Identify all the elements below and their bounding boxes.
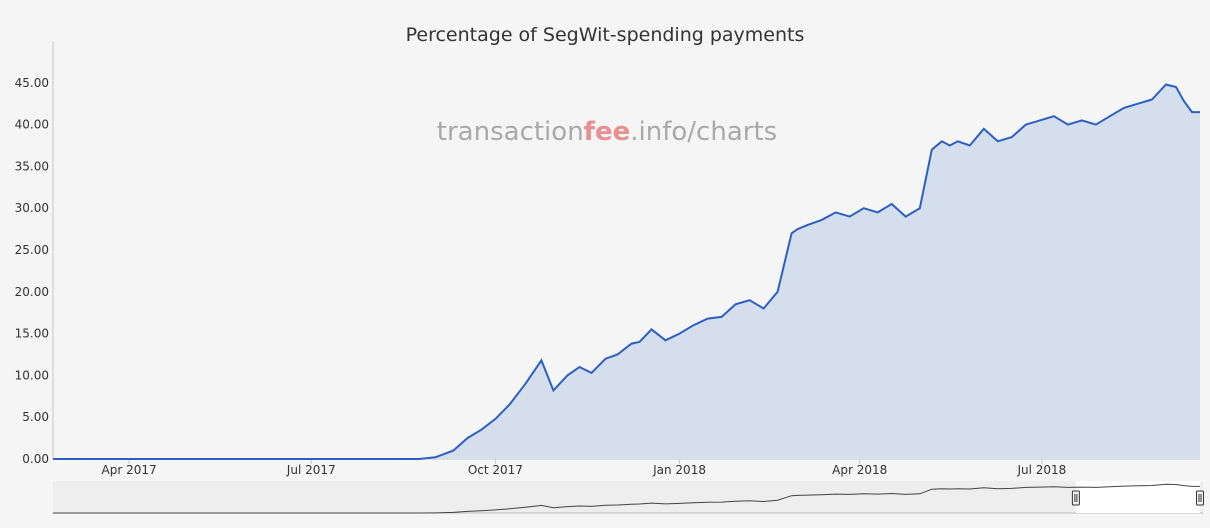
watermark-accent: fee [584, 117, 631, 147]
handle-grip [1071, 490, 1080, 506]
y-tick-label: 20.00 [15, 285, 49, 299]
navigator-handle-left[interactable] [1071, 490, 1080, 506]
y-tick-label: 30.00 [15, 201, 49, 215]
navigator-background [53, 481, 1203, 513]
series-area [53, 84, 1200, 459]
y-tick-label: 35.00 [15, 159, 49, 173]
y-tick-label: 10.00 [15, 368, 49, 382]
y-tick-label: 15.00 [15, 327, 49, 341]
y-tick-label: 45.00 [15, 76, 49, 90]
x-tick-label: Apr 2017 [102, 463, 157, 477]
navigator-handle-right[interactable] [1196, 490, 1204, 506]
navigator[interactable] [53, 481, 1204, 514]
navigator-line [53, 483, 1200, 514]
y-tick-label: 40.00 [15, 118, 49, 132]
watermark-post: .info/charts [630, 117, 777, 147]
y-tick-label: 25.00 [15, 243, 49, 257]
handle-grip [1196, 490, 1204, 506]
watermark: transactionfee.info/charts [437, 117, 777, 147]
x-tick-label: Apr 2018 [832, 463, 887, 477]
x-tick-label: Jul 2018 [1016, 463, 1066, 477]
y-axis: 0.00 5.00 10.00 15.00 20.00 25.00 30.00 35.00 40… [15, 41, 54, 466]
x-tick-label: Jan 2018 [652, 463, 706, 477]
series-line [53, 83, 1200, 460]
x-axis: Apr 2017 Jul 2017 Oct 2017 Jan 2018 Apr 2018… [53, 458, 1200, 477]
watermark-pre: transaction [437, 117, 584, 147]
x-tick-label: Jul 2017 [286, 463, 336, 477]
x-tick-label: Oct 2017 [468, 463, 523, 477]
y-tick-label: 5.00 [22, 410, 49, 424]
navigator-selection [1075, 481, 1200, 513]
y-tick-label: 0.00 [22, 452, 49, 466]
chart-title: Percentage of SegWit-spending payments [406, 24, 805, 46]
